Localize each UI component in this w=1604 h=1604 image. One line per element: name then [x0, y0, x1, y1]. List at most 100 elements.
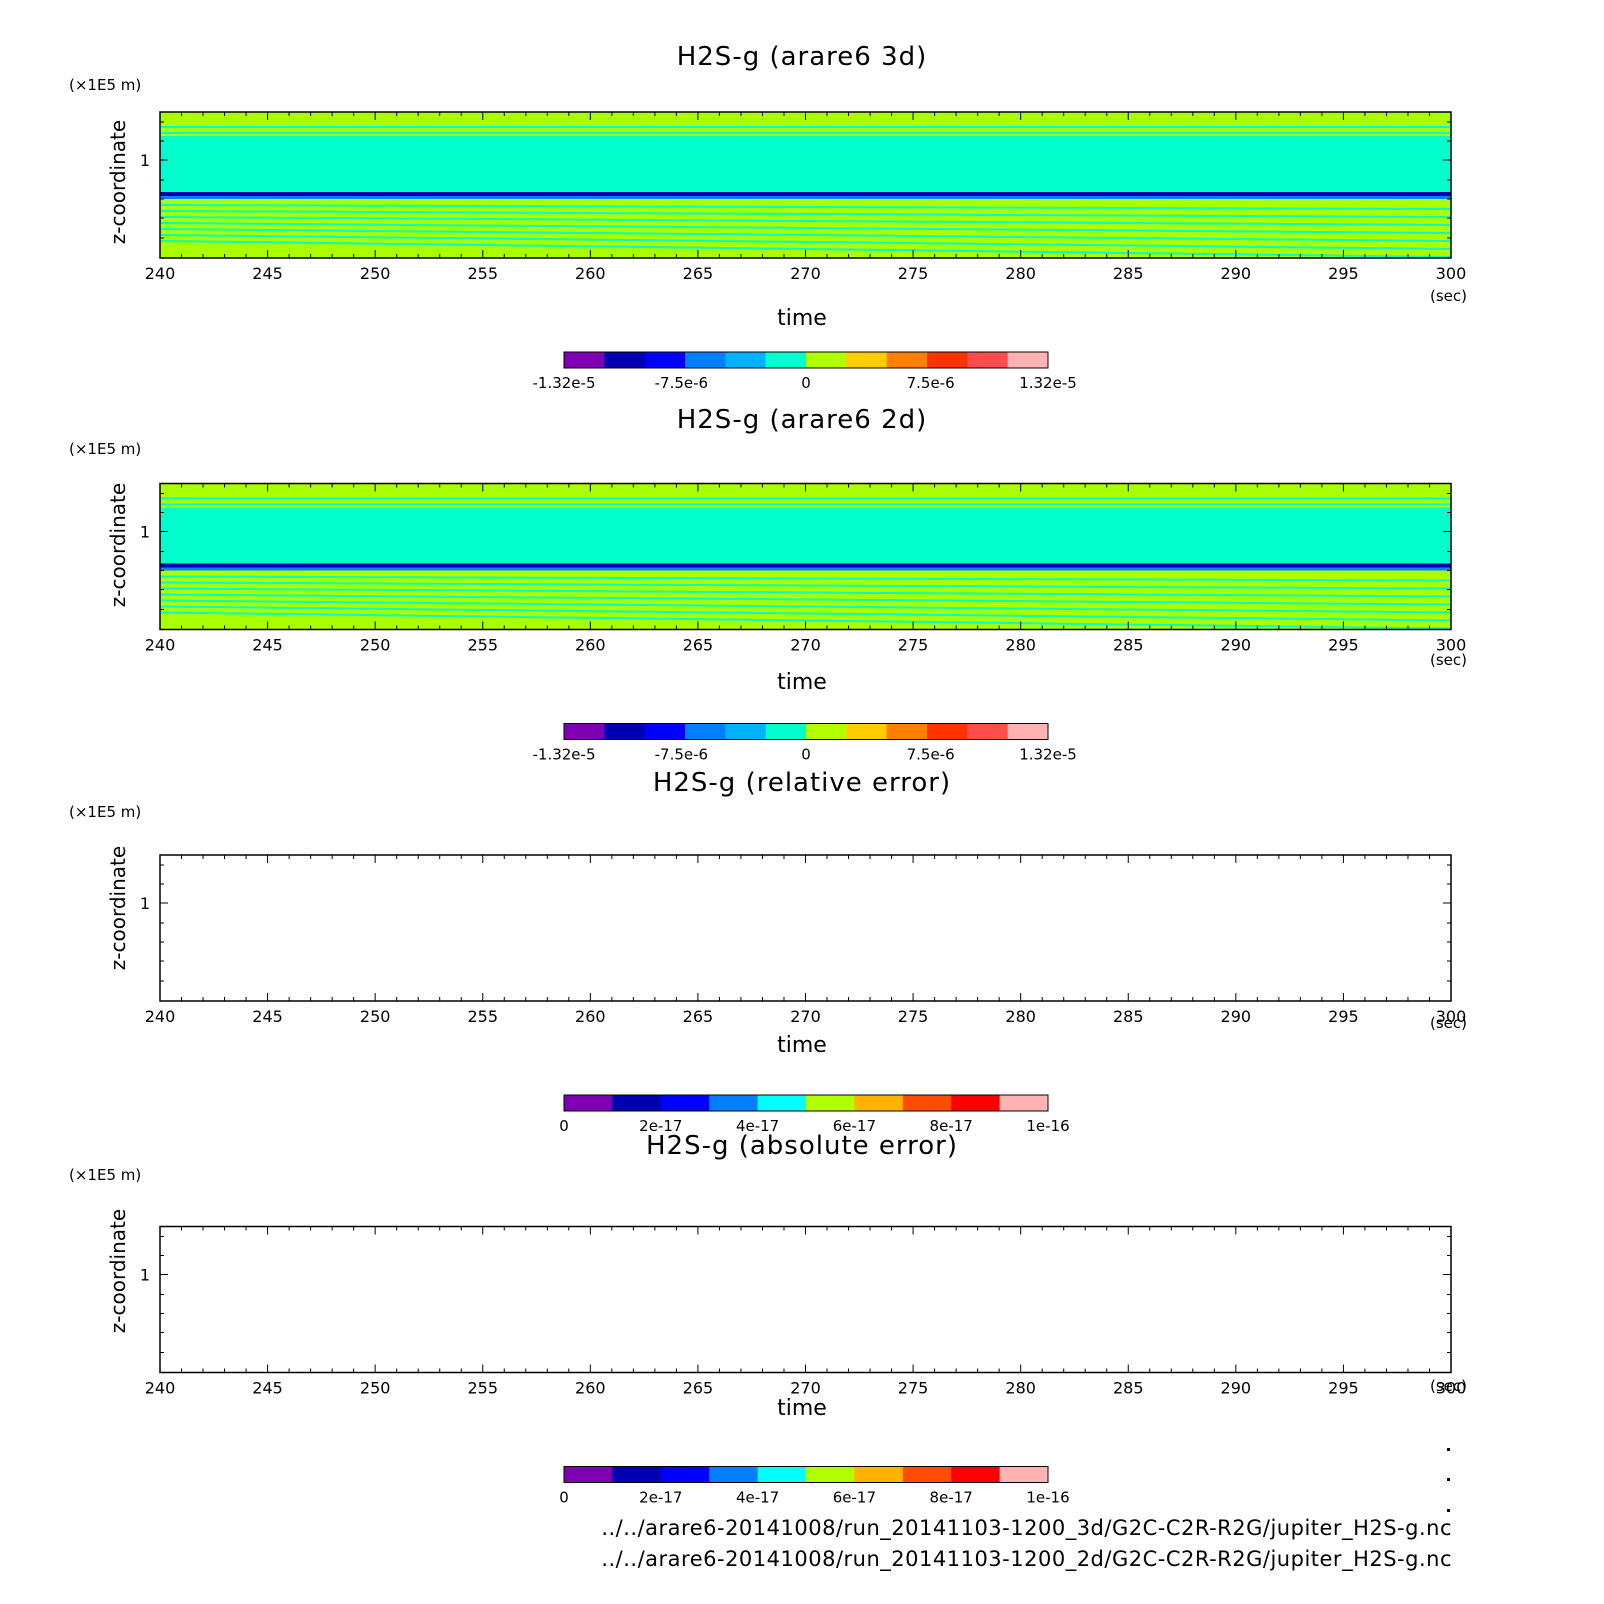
- colorbar-swatch: [612, 1466, 662, 1483]
- x-tick-label: 260: [575, 1379, 606, 1398]
- x-tick-label: 250: [360, 1379, 391, 1398]
- colorbar-tick-label: 1e-16: [1026, 1117, 1069, 1135]
- colorbar-swatch: [951, 1095, 1001, 1111]
- x-tick-label: 295: [1328, 264, 1359, 283]
- x-tick-label: 255: [467, 264, 498, 283]
- field-stripe: [160, 126, 1451, 128]
- colorbar-swatch: [806, 1095, 855, 1111]
- colorbar-swatch: [806, 352, 847, 368]
- colorbar-swatch: [564, 352, 605, 368]
- colorbar-frame: [563, 723, 1049, 740]
- field-stripe: [160, 210, 1451, 218]
- colorbar-tick-label: 2e-17: [639, 1117, 682, 1135]
- x-tick-label: 270: [790, 264, 821, 283]
- x-tick-label: 275: [898, 1379, 929, 1398]
- colorbar-swatch: [564, 1095, 613, 1111]
- x-axis-label: time: [777, 1033, 827, 1058]
- panel-title: H2S-g (arare6 3d): [676, 42, 928, 72]
- x-tick-label: 260: [575, 264, 606, 283]
- colorbar-swatch: [854, 1095, 904, 1111]
- y-tick-label: 1: [140, 894, 150, 913]
- x-tick-label: 300: [1436, 1007, 1467, 1026]
- colorbar-swatch: [709, 1095, 759, 1111]
- marker-dot: [1447, 1509, 1450, 1512]
- colorbar-tick-label: 8e-17: [930, 1117, 973, 1135]
- x-tick-label: 245: [252, 1007, 283, 1026]
- colorbar-swatch: [854, 1466, 904, 1483]
- x-tick-label: 275: [898, 1007, 929, 1026]
- colorbar-swatch: [725, 723, 767, 740]
- colorbar-swatch: [846, 723, 888, 740]
- x-tick-label: 275: [898, 636, 929, 655]
- colorbar-frame: [563, 1466, 1049, 1483]
- colorbar-swatch: [604, 723, 646, 740]
- colorbar-tick-label: 0: [559, 1117, 569, 1135]
- field-stripe: [160, 204, 1451, 210]
- colorbar-frame: [563, 351, 1049, 369]
- y-unit-label: (×1E5 m): [69, 440, 142, 458]
- x-tick-label: 285: [1113, 1379, 1144, 1398]
- colorbar-tick-label: 0: [801, 746, 811, 764]
- x-tick-label: 245: [252, 636, 283, 655]
- x-tick-label: 270: [790, 1379, 821, 1398]
- x-tick-label: 280: [1005, 1379, 1036, 1398]
- colorbar-swatch: [902, 1466, 952, 1483]
- x-tick-label: 285: [1113, 1007, 1144, 1026]
- x-unit-label: (sec): [1430, 1377, 1467, 1395]
- colorbar-swatch: [999, 1466, 1049, 1483]
- field-stripe: [160, 132, 1451, 134]
- colorbar-swatch: [725, 352, 767, 368]
- colorbar-swatch: [757, 1095, 807, 1111]
- x-tick-label: 300: [1436, 1379, 1467, 1398]
- colorbar-swatch: [999, 1095, 1049, 1111]
- colorbar-tick-label: 6e-17: [833, 1489, 876, 1507]
- colorbar-tick-label: 0: [559, 1489, 569, 1507]
- x-unit-label: (sec): [1430, 287, 1467, 305]
- colorbar-swatch: [765, 352, 807, 368]
- field-interface-edge: [160, 567, 1451, 571]
- colorbar-swatch: [951, 1466, 1001, 1483]
- x-tick-label: 260: [575, 636, 606, 655]
- x-tick-label: 265: [683, 1007, 714, 1026]
- x-tick-label: 265: [683, 636, 714, 655]
- colorbar-swatch: [927, 723, 968, 740]
- x-tick-label: 255: [467, 1379, 498, 1398]
- colorbar-tick-label: 7.5e-6: [907, 374, 955, 392]
- x-tick-label: 300: [1436, 264, 1467, 283]
- y-unit-label: (×1E5 m): [69, 76, 142, 94]
- colorbar-tick-label: 1.32e-5: [1019, 374, 1077, 392]
- x-tick-label: 255: [467, 636, 498, 655]
- x-tick-label: 240: [145, 1379, 176, 1398]
- x-unit-label: (sec): [1430, 1014, 1467, 1032]
- field-stripe: [160, 587, 1451, 598]
- x-tick-label: 265: [683, 264, 714, 283]
- field-stripe: [160, 575, 1451, 582]
- x-tick-label: 295: [1328, 636, 1359, 655]
- colorbar-swatch: [564, 1466, 613, 1483]
- colorbar-swatch: [1007, 723, 1049, 740]
- x-tick-label: 295: [1328, 1007, 1359, 1026]
- colorbar-tick-label: 1e-16: [1026, 1489, 1069, 1507]
- colorbar-swatch: [685, 723, 726, 740]
- y-unit-label: (×1E5 m): [69, 1166, 142, 1184]
- panel-title: H2S-g (relative error): [652, 768, 952, 798]
- field-stripe: [160, 581, 1451, 590]
- x-tick-label: 290: [1221, 1379, 1252, 1398]
- x-axis-label: time: [777, 1396, 827, 1421]
- colorbar-swatch: [886, 723, 928, 740]
- field-upper-band: [160, 507, 1451, 564]
- field-stripe: [160, 234, 1451, 250]
- x-tick-label: 255: [467, 1007, 498, 1026]
- colorbar-swatch: [886, 352, 928, 368]
- x-tick-label: 280: [1005, 264, 1036, 283]
- panel-title: H2S-g (absolute error): [645, 1131, 959, 1161]
- field-stripe: [160, 228, 1451, 242]
- colorbar-swatch: [612, 1095, 662, 1111]
- field-stripe: [160, 503, 1451, 506]
- colorbar-swatch: [806, 1466, 855, 1483]
- colorbar-swatch: [765, 723, 807, 740]
- colorbar-tick-label: 6e-17: [833, 1117, 876, 1135]
- colorbar-swatch: [846, 352, 888, 368]
- x-tick-label: 250: [360, 264, 391, 283]
